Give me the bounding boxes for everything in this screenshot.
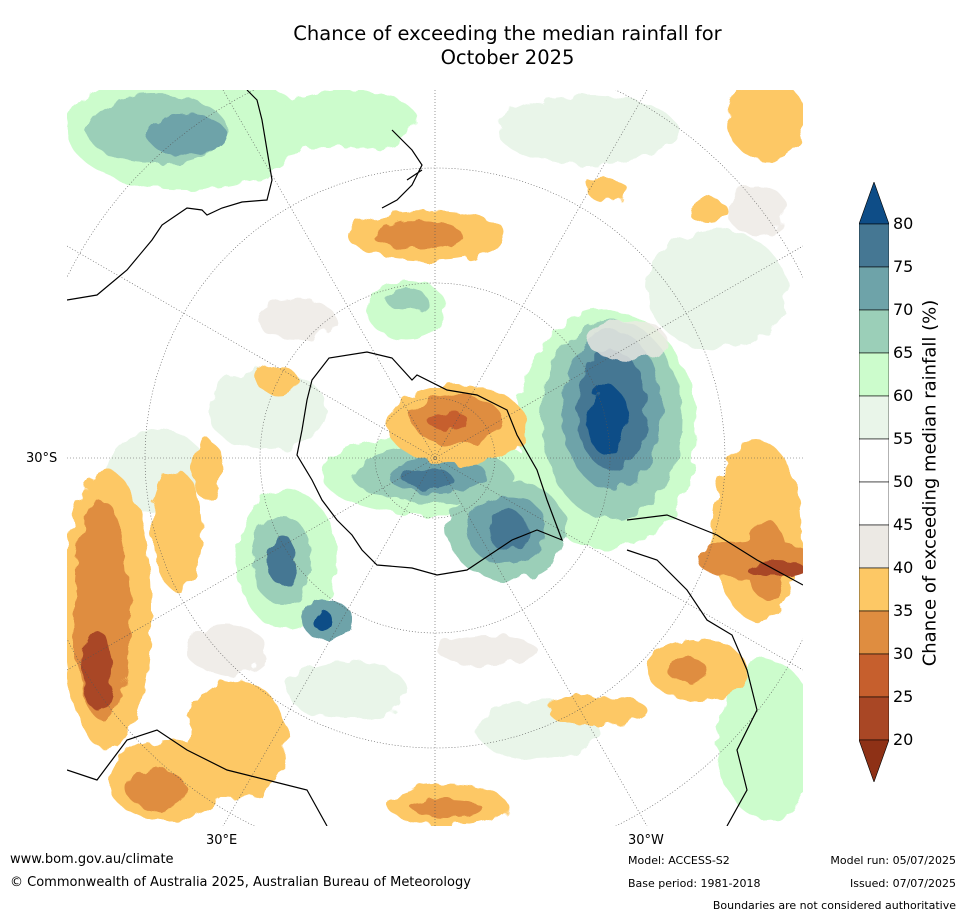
- australia-coast: [67, 90, 273, 301]
- colorbar-tick-label: 50: [893, 472, 914, 491]
- map-svg: [67, 90, 803, 826]
- colorbar-bin: [859, 309, 889, 354]
- boundary-disclaimer: Boundaries are not considered authoritat…: [712, 899, 956, 912]
- coastlines: [67, 90, 803, 826]
- antarctica-coast: [296, 351, 564, 576]
- colorbar: [859, 182, 889, 782]
- colorbar-extend-low: [859, 739, 889, 782]
- title-line-1: Chance of exceeding the median rainfall …: [293, 22, 722, 45]
- colorbar-bin: [859, 481, 889, 526]
- colorbar-tick-label: 55: [893, 429, 914, 448]
- title-line-2: October 2025: [440, 46, 575, 69]
- colorbar-extend-high: [859, 182, 889, 225]
- colorbar-tick-label: 65: [893, 343, 914, 362]
- colorbar-bin: [859, 653, 889, 698]
- model-name: Model: ACCESS-S2: [628, 854, 730, 867]
- colorbar-tick-label: 70: [893, 300, 914, 319]
- rainfall-map: [67, 90, 803, 826]
- colorbar-tick-label: 80: [893, 214, 914, 233]
- africa-coast: [67, 729, 328, 826]
- graticule: [67, 90, 803, 826]
- colorbar-tick-label: 40: [893, 558, 914, 577]
- lon-label-30e: 30°E: [206, 833, 238, 848]
- south-america-coast: [626, 514, 803, 826]
- colorbar-bin: [859, 352, 889, 397]
- copyright-text: © Commonwealth of Australia 2025, Austra…: [10, 875, 471, 890]
- colorbar-tick-label: 60: [893, 386, 914, 405]
- lat-label-30s: 30°S: [26, 451, 58, 466]
- dry-regions: [67, 90, 803, 825]
- colorbar-tick-label: 30: [893, 644, 914, 663]
- colorbar-tick-label: 20: [893, 730, 914, 749]
- colorbar-tick-label: 75: [893, 257, 914, 276]
- colorbar-bin: [859, 266, 889, 311]
- website-link[interactable]: www.bom.gov.au/climate: [10, 852, 174, 867]
- colorbar-bin: [859, 438, 889, 483]
- base-period: Base period: 1981-2018: [628, 877, 761, 890]
- neutral-regions: [187, 185, 787, 675]
- colorbar-tick-label: 45: [893, 515, 914, 534]
- colorbar-bin: [859, 567, 889, 612]
- lon-label-30w: 30°W: [628, 833, 664, 848]
- model-run: Model run: 05/07/2025: [830, 854, 956, 867]
- colorbar-tick-label: 35: [893, 601, 914, 620]
- colorbar-bin: [859, 223, 889, 268]
- colorbar-bin: [859, 696, 889, 741]
- map-title: Chance of exceeding the median rainfall …: [150, 22, 865, 70]
- issued-date: Issued: 07/07/2025: [849, 877, 956, 890]
- colorbar-bin: [859, 610, 889, 655]
- new-zealand-coast: [381, 129, 423, 209]
- wet-regions: [67, 90, 803, 820]
- colorbar-bin: [859, 395, 889, 440]
- colorbar-bin: [859, 524, 889, 569]
- colorbar-tick-label: 25: [893, 687, 914, 706]
- colorbar-title-text: Chance of exceeding median rainfall (%): [919, 299, 941, 667]
